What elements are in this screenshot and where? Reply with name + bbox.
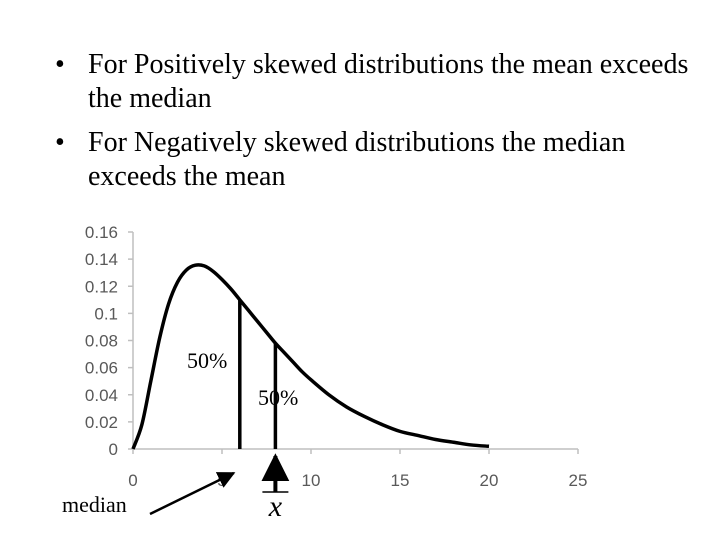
bullet-item: • For Positively skewed distributions th… [55,48,705,116]
density-curve [131,263,490,450]
right-area-label: 50% [258,385,298,410]
y-tick-label: 0.12 [85,277,118,296]
y-tick-label: 0.16 [85,223,118,242]
x-tick-label: 10 [302,471,321,490]
bullet-item: • For Negatively skewed distributions th… [55,126,705,194]
bullet-list: • For Positively skewed distributions th… [55,48,705,204]
median-arrow [149,471,236,516]
mean-symbol: x [268,490,283,523]
y-tick-label: 0 [109,440,118,459]
bullet-marker: • [55,127,65,158]
y-tick-label: 0.04 [85,386,118,405]
x-tick-label: 0 [128,471,137,490]
x-tick-label: 15 [391,471,410,490]
bullet-marker: • [55,49,65,80]
y-tick-label: 0.08 [85,332,118,351]
y-tick-label: 0.06 [85,359,118,378]
bullet-text: For Negatively skewed distributions the … [88,127,626,192]
y-tick-label: 0.1 [94,304,118,323]
x-tick-label: 20 [480,471,499,490]
y-tick-label: 0.14 [85,250,118,269]
x-tick-label: 25 [569,471,588,490]
y-tick-label: 0.02 [85,413,118,432]
left-area-label: 50% [187,348,227,373]
bullet-text: For Positively skewed distributions the … [88,49,689,114]
median-label: median [62,492,127,517]
